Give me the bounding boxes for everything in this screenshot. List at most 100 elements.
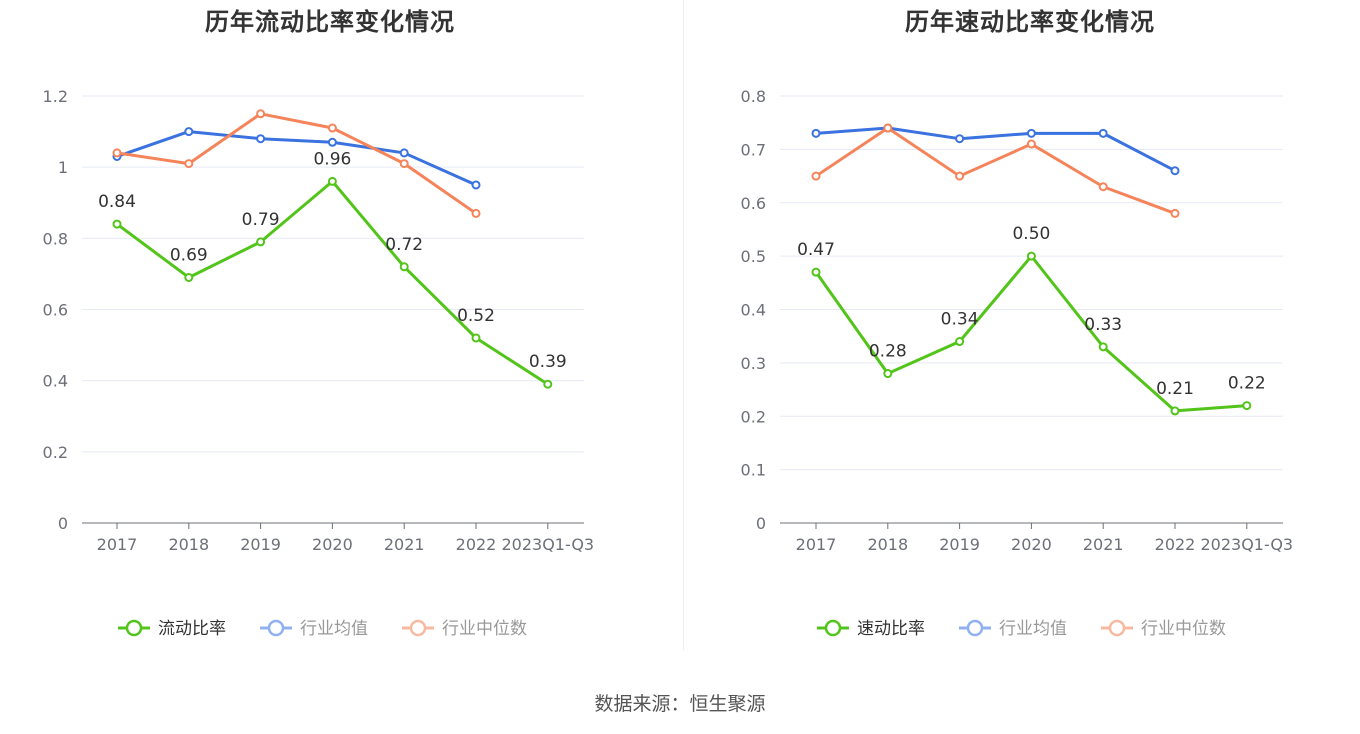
data-point bbox=[471, 208, 481, 218]
x-tick-label: 2018 bbox=[168, 535, 209, 554]
y-tick-label: 0.5 bbox=[741, 247, 766, 266]
series-company: 0.47 0.28 0.34 0.50 0.33 0.21 0.22 bbox=[797, 224, 1266, 416]
x-tick-label: 2023Q1-Q3 bbox=[1200, 535, 1293, 554]
legend-label: 行业均值 bbox=[300, 619, 368, 639]
series-industry-avg bbox=[112, 127, 481, 190]
x-tick-label: 2018 bbox=[867, 535, 908, 554]
data-point bbox=[1170, 208, 1180, 218]
x-tick-label: 2023Q1-Q3 bbox=[501, 535, 594, 554]
data-point bbox=[883, 369, 893, 379]
x-tick-label: 2021 bbox=[1083, 535, 1124, 554]
legend-circle-icon bbox=[966, 619, 984, 637]
legend: 速动比率 行业均值 行业中位数 bbox=[817, 619, 1226, 639]
y-tick-label: 1.2 bbox=[43, 87, 68, 106]
y-tick-label: 0.7 bbox=[741, 140, 766, 159]
legend-circle-icon bbox=[409, 619, 427, 637]
series-line bbox=[116, 112, 477, 215]
data-label: 0.84 bbox=[98, 192, 136, 212]
series-line bbox=[116, 179, 549, 386]
data-point bbox=[327, 176, 337, 186]
series-line bbox=[116, 130, 477, 187]
x-tick-label: 2017 bbox=[796, 535, 837, 554]
series-company: 0.84 0.69 0.79 0.96 0.72 0.52 0.39 bbox=[98, 149, 567, 389]
legend-item-company[interactable]: 速动比率 bbox=[817, 619, 925, 639]
y-tick-label: 0 bbox=[756, 514, 766, 533]
data-label: 0.47 bbox=[797, 240, 835, 260]
data-point bbox=[1026, 128, 1036, 138]
data-point bbox=[256, 134, 266, 144]
chart-title-current-ratio: 历年流动比率变化情况 bbox=[205, 8, 455, 36]
x-tick-label: 2019 bbox=[939, 535, 980, 554]
x-tick-label: 2020 bbox=[312, 535, 353, 554]
x-tick-label: 2022 bbox=[456, 535, 497, 554]
data-point bbox=[811, 128, 821, 138]
chart-current-ratio: 0 0.2 0.4 0.6 0.8 1 1.2 2017 2018 2019 2020 2021 202… bbox=[43, 87, 595, 639]
data-point bbox=[256, 237, 266, 247]
y-tick-label: 0.6 bbox=[741, 194, 766, 213]
data-label: 0.34 bbox=[941, 310, 979, 330]
series-industry-median bbox=[811, 123, 1180, 218]
x-tick-label: 2021 bbox=[384, 535, 425, 554]
data-label: 0.22 bbox=[1228, 374, 1266, 394]
y-tick-label: 0.1 bbox=[741, 461, 766, 480]
data-point bbox=[184, 127, 194, 137]
legend-item-company[interactable]: 流动比率 bbox=[118, 619, 226, 639]
data-point bbox=[399, 262, 409, 272]
data-point bbox=[955, 171, 965, 181]
legend-item-industry-avg[interactable]: 行业均值 bbox=[959, 619, 1067, 639]
x-tick-label: 2022 bbox=[1155, 535, 1196, 554]
data-point bbox=[1170, 166, 1180, 176]
data-point bbox=[327, 123, 337, 133]
y-tick-label: 0.2 bbox=[741, 407, 766, 426]
data-source-note: 数据来源：恒生聚源 bbox=[594, 693, 766, 715]
data-point bbox=[256, 109, 266, 119]
data-point bbox=[327, 137, 337, 147]
data-point bbox=[471, 180, 481, 190]
data-point bbox=[1242, 401, 1252, 411]
legend-label: 行业均值 bbox=[999, 619, 1067, 639]
legend-circle-icon bbox=[267, 619, 285, 637]
legend-item-industry-median[interactable]: 行业中位数 bbox=[402, 619, 527, 639]
data-point bbox=[1170, 406, 1180, 416]
y-tick-label: 1 bbox=[58, 158, 68, 177]
legend-circle-icon bbox=[125, 619, 143, 637]
legend-circle-icon bbox=[1108, 619, 1126, 637]
data-label: 0.96 bbox=[313, 149, 351, 169]
series-line bbox=[815, 126, 1176, 173]
y-tick-label: 0.3 bbox=[741, 354, 766, 373]
y-tick-label: 0.8 bbox=[741, 87, 766, 106]
data-point bbox=[471, 333, 481, 343]
data-point bbox=[184, 272, 194, 282]
y-tick-label: 0.4 bbox=[741, 301, 766, 320]
series-line bbox=[815, 126, 1176, 215]
data-point bbox=[883, 123, 893, 133]
data-label: 0.69 bbox=[170, 245, 208, 265]
data-point bbox=[112, 219, 122, 229]
data-point bbox=[955, 134, 965, 144]
data-point bbox=[399, 148, 409, 158]
data-label: 0.79 bbox=[242, 210, 280, 230]
data-point bbox=[1026, 251, 1036, 261]
y-tick-label: 0.6 bbox=[43, 301, 68, 320]
chart-title-quick-ratio: 历年速动比率变化情况 bbox=[905, 8, 1155, 36]
data-point bbox=[811, 267, 821, 277]
legend-label: 行业中位数 bbox=[1141, 619, 1226, 639]
legend-item-industry-median[interactable]: 行业中位数 bbox=[1101, 619, 1226, 639]
data-point bbox=[1098, 182, 1108, 192]
x-tick-label: 2019 bbox=[240, 535, 281, 554]
series-industry-median bbox=[112, 109, 481, 218]
data-label: 0.39 bbox=[529, 352, 567, 372]
data-label: 0.72 bbox=[385, 235, 423, 255]
data-label: 0.21 bbox=[1156, 379, 1194, 399]
data-point bbox=[184, 159, 194, 169]
legend-item-industry-avg[interactable]: 行业均值 bbox=[260, 619, 368, 639]
data-point bbox=[1098, 128, 1108, 138]
y-tick-label: 0 bbox=[58, 514, 68, 533]
y-tick-label: 0.4 bbox=[43, 372, 68, 391]
data-point bbox=[1098, 342, 1108, 352]
data-point bbox=[1026, 139, 1036, 149]
legend-label: 行业中位数 bbox=[442, 619, 527, 639]
data-point bbox=[811, 171, 821, 181]
data-label: 0.33 bbox=[1084, 315, 1122, 335]
